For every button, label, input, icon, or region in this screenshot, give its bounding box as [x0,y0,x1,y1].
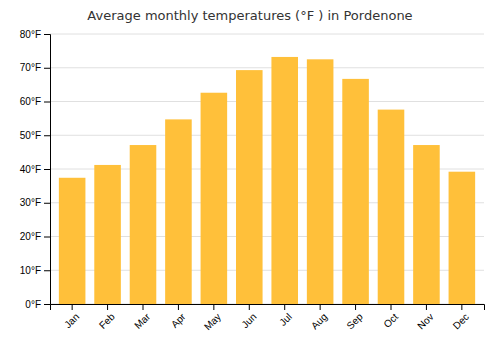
y-tick: 60°F [20,96,50,107]
x-tick-mark [249,304,250,310]
x-tick-mark [213,304,214,310]
grid-line [50,34,484,35]
bar [201,93,228,304]
x-tick: Jul [277,304,294,328]
x-axis-line [51,305,485,311]
y-tick-label: 70°F [20,62,41,73]
x-tick-mark [107,304,108,310]
y-tick: 70°F [20,62,50,73]
grid-line [50,67,484,68]
x-tick: Aug [309,304,329,331]
y-tick: 80°F [20,29,50,40]
y-tick: 0°F [25,299,50,310]
y-tick-mark [44,169,50,170]
y-tick-label: 80°F [20,29,41,40]
y-tick: 30°F [20,197,50,208]
bar [94,165,121,304]
y-tick-mark [44,68,50,69]
y-tick-label: 10°F [20,265,41,276]
x-tick-label: Jul [277,311,294,328]
x-tick-mark [461,304,462,310]
y-tick-mark [44,237,50,238]
grid-line [50,101,484,102]
x-tick: Sep [344,304,365,331]
bar [413,145,440,304]
y-tick-mark [44,34,50,35]
y-tick: 10°F [20,265,50,276]
x-tick-label: Dec [451,311,471,331]
title: Average monthly temperatures (°F ) in Po… [87,8,412,23]
x-tick-label: Aug [309,311,329,331]
x-tick: Jan [62,304,81,330]
y-tick-mark [44,135,50,136]
x-tick-label: Jun [239,311,258,330]
x-tick-mark [72,304,73,310]
grid-line [50,135,484,136]
x-tick: Apr [169,304,188,330]
x-tick: Dec [451,304,471,331]
plot: 0°F 10°F 20°F 30°F 40°F 50°F 60°F 70°F 80°F Jan Fe… [20,29,485,333]
x-axis: Jan Feb Mar Apr May Jun Jul Aug Sep Oct Nov Dec [51,304,485,332]
y-tick-label: 20°F [20,231,41,242]
y-tick: 20°F [20,231,50,242]
bar [378,110,405,304]
x-tick: May [202,304,223,332]
x-tick-mark [426,304,427,310]
x-tick-label: Nov [415,311,435,331]
y-axis-line [44,35,51,305]
x-tick: Jun [239,304,258,330]
x-tick-label: Feb [97,311,117,331]
x-tick-label: Sep [344,311,365,332]
bar [342,79,369,304]
bar [130,145,157,304]
bar [59,178,86,304]
y-tick-label: 0°F [25,299,41,310]
y-axis: 0°F 10°F 20°F 30°F 40°F 50°F 60°F 70°F 80°F [20,29,51,310]
bar [307,59,334,304]
y-tick-mark [44,203,50,204]
x-tick-label: Apr [169,311,188,330]
y-tick: 40°F [20,164,50,175]
x-tick-mark [143,304,144,310]
bar [165,119,192,304]
bars [59,57,475,304]
x-tick-mark [178,304,179,310]
y-tick-mark [44,304,50,305]
bar [271,57,298,304]
x-tick: Feb [97,304,117,331]
y-tick: 50°F [20,130,50,141]
x-tick-mark [391,304,392,310]
x-tick-mark [355,304,356,310]
x-tick: Mar [132,304,152,331]
chart: Average monthly temperatures (°F ) in Po… [0,0,500,350]
y-tick-mark [44,270,50,271]
y-tick-label: 30°F [20,197,41,208]
x-tick-label: Mar [132,311,152,331]
x-tick: Oct [381,304,400,330]
y-tick-label: 40°F [20,164,41,175]
x-tick-label: May [202,311,223,332]
x-tick-label: Oct [381,311,400,330]
bar [449,172,476,304]
y-tick-label: 50°F [20,130,41,141]
grid [50,34,484,304]
x-tick: Nov [415,304,435,331]
y-tick-label: 60°F [20,96,41,107]
x-tick-mark [320,304,321,310]
y-tick-mark [44,102,50,103]
x-tick-label: Jan [62,311,81,330]
bar [236,70,263,304]
x-tick-mark [284,304,285,310]
